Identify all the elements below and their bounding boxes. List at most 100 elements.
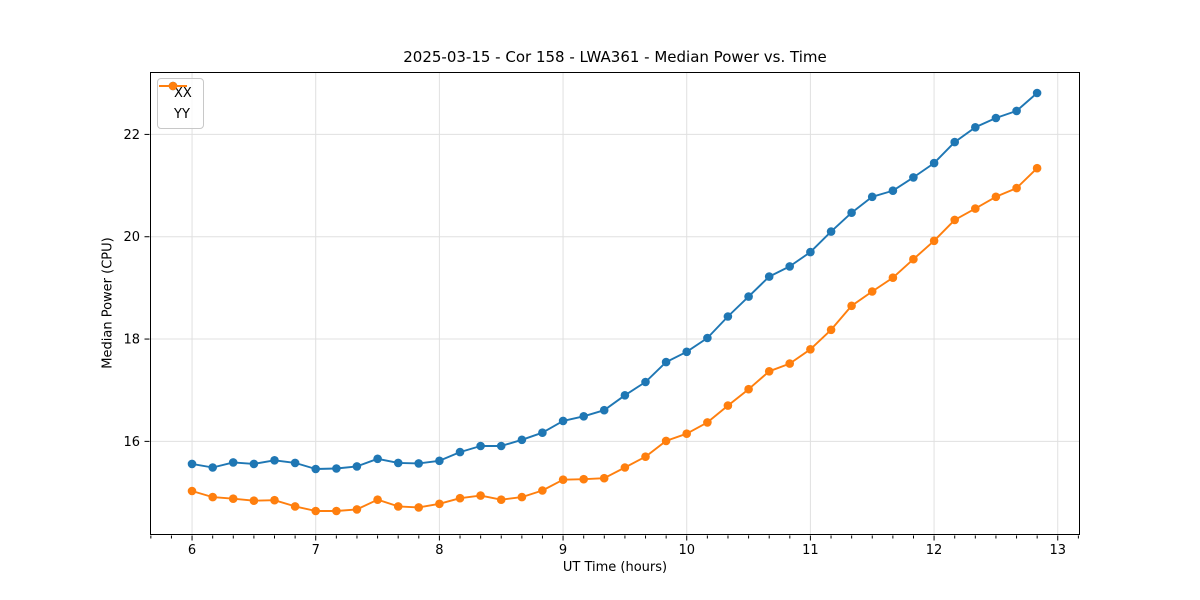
- x-tick-label: 9: [559, 543, 567, 558]
- data-point-YY: [414, 503, 424, 512]
- data-point-YY: [599, 473, 609, 483]
- data-point-XX: [785, 262, 794, 271]
- data-point-XX: [290, 458, 300, 468]
- data-point-XX: [332, 464, 341, 473]
- data-point-YY: [455, 493, 465, 503]
- data-point-XX: [909, 173, 918, 182]
- data-point-YY: [187, 486, 197, 496]
- data-point-XX: [971, 123, 980, 132]
- data-point-XX: [270, 456, 279, 465]
- x-tick-label: 7: [312, 543, 320, 558]
- series-line-YY: [191, 167, 1039, 512]
- data-point-XX: [620, 391, 630, 400]
- data-point-XX: [311, 464, 321, 474]
- data-point-YY: [1032, 163, 1042, 173]
- y-tick-label: 16: [123, 435, 140, 450]
- data-point-XX: [703, 333, 712, 343]
- data-point-XX: [867, 192, 877, 202]
- data-point-YY: [744, 384, 753, 394]
- y-tick-label: 18: [123, 333, 140, 348]
- data-point-YY: [332, 506, 341, 516]
- data-point-YY: [785, 359, 794, 368]
- x-tick-label: 6: [188, 543, 196, 558]
- data-point-XX: [1012, 106, 1021, 116]
- data-point-XX: [476, 441, 485, 451]
- data-point-YY: [991, 192, 1001, 202]
- y-tick-label: 22: [123, 128, 140, 143]
- data-point-YY: [208, 492, 217, 502]
- x-axis-label: UT Time (hours): [562, 560, 668, 575]
- data-point-XX: [208, 463, 217, 472]
- data-point-XX: [249, 459, 259, 469]
- data-point-XX: [661, 357, 671, 367]
- data-point-XX: [929, 158, 939, 168]
- data-point-XX: [599, 405, 609, 415]
- x-tick-label: 8: [435, 543, 443, 558]
- legend-label: XX: [174, 85, 192, 101]
- data-point-YY: [476, 491, 485, 500]
- data-point-XX: [496, 441, 506, 451]
- series-line-XX: [191, 92, 1039, 470]
- chart-title: 2025-03-15 - Cor 158 - LWA361 - Median P…: [403, 48, 827, 66]
- data-point-XX: [228, 458, 238, 467]
- data-point-YY: [682, 429, 691, 439]
- data-point-YY: [393, 502, 403, 511]
- data-point-XX: [455, 447, 465, 457]
- data-point-XX: [187, 459, 197, 469]
- y-axis-label: Median Power (CPU): [100, 237, 116, 369]
- data-point-YY: [847, 301, 856, 311]
- data-point-XX: [352, 462, 362, 471]
- data-point-XX: [538, 428, 547, 438]
- data-point-YY: [228, 494, 238, 504]
- legend-marker-icon: [159, 81, 187, 91]
- data-point-YY: [579, 474, 588, 484]
- plot-border: [150, 72, 1080, 535]
- data-point-YY: [826, 325, 836, 335]
- y-tick-label: 20: [123, 230, 140, 245]
- data-point-XX: [435, 456, 444, 466]
- data-point-YY: [352, 505, 362, 514]
- data-point-YY: [909, 254, 918, 264]
- legend: XX YY: [157, 78, 204, 129]
- data-point-YY: [867, 287, 877, 296]
- x-tick-label: 10: [678, 543, 695, 558]
- data-point-XX: [744, 292, 753, 301]
- x-tick-label: 11: [802, 543, 819, 558]
- data-point-XX: [723, 312, 733, 321]
- data-point-XX: [950, 137, 959, 147]
- data-point-YY: [311, 506, 321, 516]
- data-point-YY: [764, 367, 774, 376]
- data-point-XX: [806, 247, 815, 257]
- data-point-YY: [723, 401, 733, 410]
- data-point-YY: [641, 452, 650, 462]
- data-point-XX: [847, 208, 856, 217]
- data-point-XX: [888, 186, 898, 195]
- data-point-XX: [641, 377, 650, 387]
- data-point-YY: [1012, 183, 1021, 193]
- data-point-XX: [826, 227, 836, 236]
- data-point-YY: [971, 204, 980, 213]
- x-tick-label: 12: [926, 543, 943, 558]
- data-point-YY: [950, 215, 959, 225]
- data-point-XX: [579, 412, 588, 421]
- data-point-XX: [373, 454, 382, 464]
- data-point-YY: [661, 436, 671, 446]
- data-point-YY: [620, 463, 630, 472]
- data-point-YY: [373, 495, 382, 505]
- data-point-YY: [929, 236, 939, 246]
- data-point-YY: [558, 475, 568, 485]
- data-point-XX: [517, 435, 527, 445]
- data-point-YY: [435, 499, 444, 509]
- legend-label: YY: [174, 106, 190, 122]
- data-point-XX: [991, 113, 1001, 123]
- data-point-YY: [270, 495, 279, 505]
- x-tick-label: 13: [1049, 543, 1066, 558]
- data-point-XX: [558, 416, 568, 426]
- data-point-YY: [517, 492, 527, 502]
- data-point-YY: [806, 345, 815, 354]
- data-point-YY: [249, 496, 259, 506]
- data-point-YY: [538, 486, 547, 495]
- data-point-XX: [682, 347, 691, 357]
